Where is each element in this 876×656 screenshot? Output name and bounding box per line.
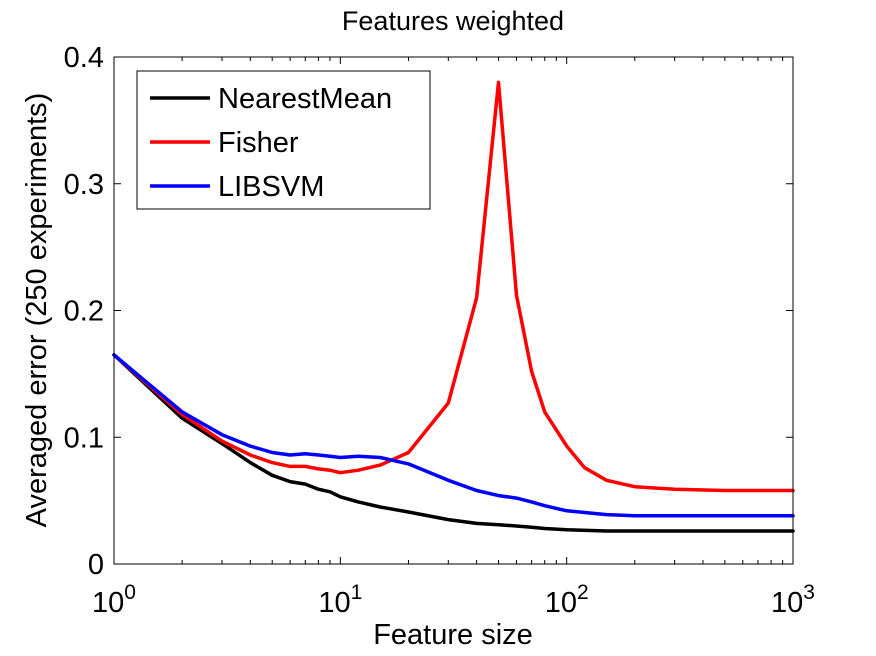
x-tick-label: 101 — [318, 581, 362, 619]
y-tick-label: 0.4 — [64, 42, 104, 74]
x-tick-label-exponent: 3 — [803, 581, 815, 604]
x-axis-label: Feature size — [373, 619, 533, 651]
y-tick-label: 0.1 — [64, 422, 104, 454]
x-tick-label-exponent: 2 — [577, 581, 589, 604]
legend-label-nearestmean: NearestMean — [218, 83, 392, 115]
series-line-libsvm — [112, 353, 795, 518]
x-tick-label: 100 — [92, 581, 136, 619]
legend-label-libsvm: LIBSVM — [218, 171, 324, 203]
series-line-nearestmean — [112, 353, 795, 533]
y-tick-label: 0.3 — [64, 169, 104, 201]
x-tick-label-base: 10 — [771, 587, 803, 619]
y-axis-label: Averaged error (250 experiments) — [21, 93, 53, 528]
chart-title: Features weighted — [342, 6, 564, 36]
x-tick-label-base: 10 — [318, 587, 350, 619]
x-tick-label: 103 — [771, 581, 815, 619]
x-tick-label-base: 10 — [92, 587, 124, 619]
y-tick-label: 0 — [88, 549, 104, 581]
series-layer — [112, 80, 795, 533]
x-tick-label-base: 10 — [545, 587, 577, 619]
x-tick-label-exponent: 0 — [124, 581, 136, 604]
x-tick-label: 102 — [545, 581, 589, 619]
legend-label-fisher: Fisher — [218, 127, 299, 159]
series-line-fisher — [112, 80, 795, 493]
x-tick-label-exponent: 1 — [351, 581, 363, 604]
legend: NearestMean Fisher LIBSVM — [136, 70, 431, 210]
y-tick-label: 0.2 — [64, 296, 104, 328]
